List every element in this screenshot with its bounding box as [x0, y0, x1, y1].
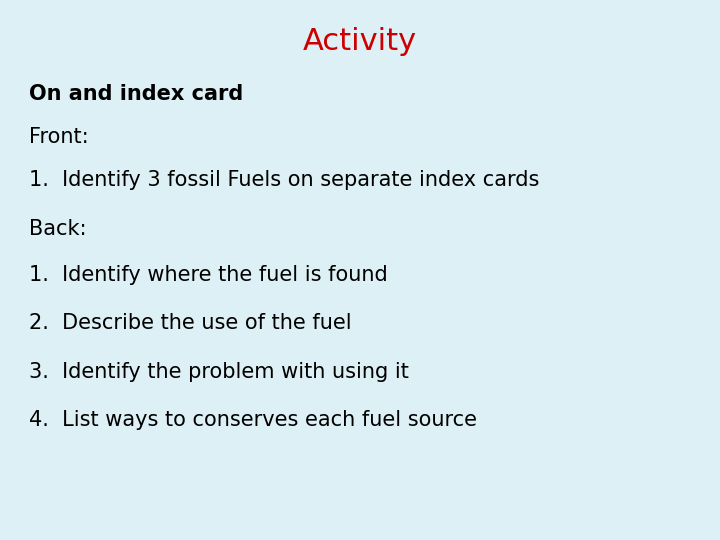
Text: 3.  Identify the problem with using it: 3. Identify the problem with using it	[29, 362, 409, 382]
Text: 2.  Describe the use of the fuel: 2. Describe the use of the fuel	[29, 313, 351, 333]
Text: 4.  List ways to conserves each fuel source: 4. List ways to conserves each fuel sour…	[29, 410, 477, 430]
Text: 1.  Identify 3 fossil Fuels on separate index cards: 1. Identify 3 fossil Fuels on separate i…	[29, 170, 539, 190]
Text: On and index card: On and index card	[29, 84, 243, 104]
Text: Activity: Activity	[303, 27, 417, 56]
Text: Back:: Back:	[29, 219, 86, 239]
Text: 1.  Identify where the fuel is found: 1. Identify where the fuel is found	[29, 265, 387, 285]
Text: Front:: Front:	[29, 127, 89, 147]
